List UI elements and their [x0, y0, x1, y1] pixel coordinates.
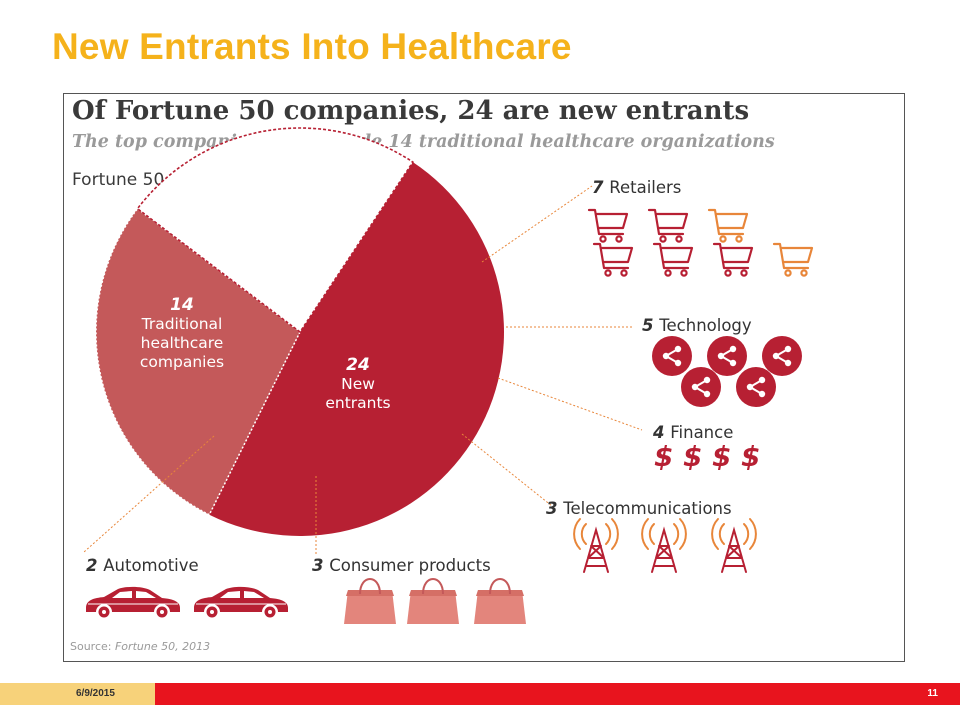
- leader-line: [481, 185, 593, 263]
- shopping-cart-icon: [592, 242, 634, 277]
- shopping-bag-icon: [474, 578, 526, 624]
- pie-label-traditional: 14 Traditional healthcare companies: [140, 295, 224, 371]
- slide-title: New Entrants Into Healthcare: [52, 26, 572, 67]
- dollar-sign-icon: $: [712, 440, 731, 473]
- shopping-bag-icon: [407, 578, 459, 624]
- pie-slice-other: [136, 127, 415, 334]
- share-icon: [736, 367, 776, 407]
- footer-date-band: 6/9/2015: [0, 683, 155, 705]
- share-icon: [681, 367, 721, 407]
- category-retailers: 7 Retailers: [592, 178, 681, 197]
- pie-label-new-entrants: 24 New entrants: [325, 355, 390, 412]
- radio-tower-icon: [641, 518, 687, 573]
- shopping-cart-icon: [587, 208, 629, 243]
- category-telecommunications: 3 Telecommunications: [546, 499, 732, 518]
- car-icon: [194, 586, 288, 620]
- shopping-cart-icon: [647, 208, 689, 243]
- share-icon: [707, 336, 747, 376]
- page-number: 11: [927, 688, 938, 699]
- leader-line: [497, 377, 643, 431]
- source-note: Source: Fortune 50, 2013: [70, 640, 210, 653]
- shopping-cart-icon: [707, 208, 749, 243]
- source-prefix: Source:: [70, 640, 115, 653]
- figure-title: Of Fortune 50 companies, 24 are new entr…: [72, 96, 750, 126]
- leader-line: [461, 433, 553, 507]
- category-finance: 4 Finance: [652, 423, 733, 442]
- pie-slice-new-entrants: [209, 162, 504, 536]
- source-name: Fortune 50, 2013: [114, 640, 211, 653]
- share-icon: [652, 336, 692, 376]
- share-icon: [762, 336, 802, 376]
- dollar-sign-icon: $: [741, 440, 760, 473]
- category-consumer-products: 3 Consumer products: [312, 556, 491, 575]
- pie-chart: 14 Traditional healthcare companies 24 New ent…: [83, 127, 814, 624]
- radio-tower-icon: [573, 518, 619, 573]
- shopping-cart-icon: [652, 242, 694, 277]
- pie-slice-traditional: [95, 207, 301, 516]
- shopping-bag-icon: [344, 578, 396, 624]
- radio-tower-icon: [711, 518, 757, 573]
- dollar-sign-icon: $: [683, 440, 702, 473]
- leader-line: [83, 435, 215, 553]
- footer-date: 6/9/2015: [76, 688, 115, 699]
- car-icon: [86, 586, 180, 620]
- infographic-figure: Of Fortune 50 companies, 24 are new entr…: [63, 93, 905, 662]
- category-technology: 5 Technology: [642, 316, 752, 335]
- footer-bar: 6/9/2015 11: [0, 683, 960, 705]
- dollar-sign-icon: $: [654, 440, 673, 473]
- shopping-cart-icon: [712, 242, 754, 277]
- category-automotive: 2 Automotive: [86, 556, 199, 575]
- shopping-cart-icon: [772, 242, 814, 277]
